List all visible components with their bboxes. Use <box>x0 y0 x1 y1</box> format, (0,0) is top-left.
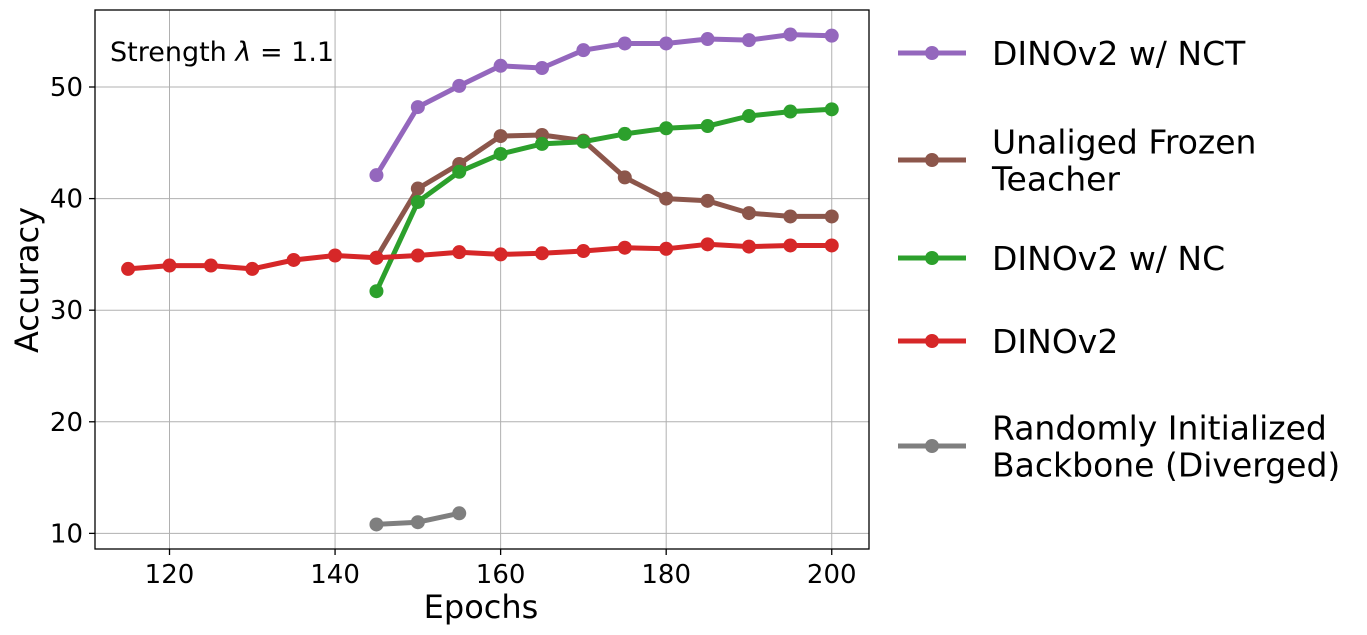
series-line <box>125 241 835 272</box>
y-axis-label: Accuracy <box>8 207 46 353</box>
axis-ticks: 120 140 160 180 200 10 20 30 40 50 <box>50 73 857 590</box>
data-point <box>410 181 425 196</box>
data-point <box>783 104 798 119</box>
series-4 <box>369 506 467 532</box>
data-point <box>410 515 425 530</box>
data-point <box>576 134 591 149</box>
data-point <box>659 36 674 51</box>
y-tick-label: 40 <box>50 185 83 215</box>
x-tick-label: 160 <box>476 560 526 590</box>
data-point <box>369 168 384 183</box>
data-point <box>452 164 467 179</box>
series-3 <box>121 237 839 276</box>
data-point <box>493 58 508 73</box>
legend-label: DINOv2 w/ NCT <box>992 34 1246 73</box>
data-point <box>203 258 218 273</box>
legend-swatch-marker <box>925 334 939 348</box>
data-point <box>783 27 798 42</box>
series-line <box>374 106 835 294</box>
data-point <box>245 261 260 276</box>
data-point <box>410 100 425 115</box>
data-point <box>741 239 756 254</box>
data-point <box>741 109 756 124</box>
legend-swatch-marker <box>925 46 939 60</box>
data-point <box>617 126 632 141</box>
legend-item-1: Unaliged Frozen Teacher <box>898 123 1256 199</box>
y-tick-label: 10 <box>50 519 83 549</box>
data-point <box>576 244 591 259</box>
data-point <box>741 206 756 221</box>
series-line <box>374 32 835 178</box>
data-point <box>452 78 467 93</box>
data-point <box>700 237 715 252</box>
x-tick-label: 180 <box>641 560 691 590</box>
data-point <box>369 517 384 532</box>
y-tick-label: 50 <box>50 73 83 103</box>
data-point <box>410 248 425 263</box>
legend-label: Randomly Initialized Backbone (Diverged) <box>992 409 1340 485</box>
legend-label: DINOv2 w/ NC <box>992 239 1225 278</box>
data-point <box>162 258 177 273</box>
series-layer <box>121 27 839 532</box>
data-point <box>369 284 384 299</box>
legend-item-2: DINOv2 w/ NC <box>898 239 1225 278</box>
data-point <box>824 209 839 224</box>
data-point <box>783 238 798 253</box>
legend-item-4: Randomly Initialized Backbone (Diverged) <box>898 409 1340 485</box>
data-point <box>535 136 550 151</box>
legend: DINOv2 w/ NCT Unaliged Frozen Teacher DINOv… <box>898 34 1340 485</box>
data-point <box>410 194 425 209</box>
data-point <box>121 261 136 276</box>
data-point <box>824 102 839 117</box>
legend-label: DINOv2 <box>992 322 1118 361</box>
data-point <box>493 247 508 262</box>
series-0 <box>369 27 839 183</box>
legend-item-3: DINOv2 <box>898 322 1118 361</box>
data-point <box>700 119 715 134</box>
x-tick-label: 200 <box>807 560 857 590</box>
grid-lines <box>95 10 869 549</box>
data-point <box>617 36 632 51</box>
data-point <box>783 209 798 224</box>
data-point <box>824 28 839 43</box>
data-point <box>452 245 467 260</box>
y-tick-label: 20 <box>50 408 83 438</box>
series-2 <box>369 102 839 299</box>
strength-annotation: Strength λ = 1.1 <box>110 37 334 68</box>
x-tick-label: 140 <box>310 560 360 590</box>
data-point <box>535 246 550 261</box>
legend-swatch-marker <box>925 251 939 265</box>
data-point <box>576 43 591 58</box>
data-point <box>286 252 301 267</box>
data-point <box>493 129 508 144</box>
x-tick-label: 120 <box>145 560 195 590</box>
data-point <box>617 240 632 255</box>
data-point <box>700 32 715 47</box>
data-point <box>452 506 467 521</box>
data-point <box>535 61 550 76</box>
data-point <box>741 33 756 48</box>
x-axis-label: Epochs <box>424 588 539 626</box>
legend-swatch-marker <box>925 153 939 167</box>
data-point <box>617 170 632 185</box>
data-point <box>659 121 674 136</box>
plot-frame <box>94 9 870 550</box>
data-point <box>824 238 839 253</box>
series-line <box>374 132 835 261</box>
legend-label: Unaliged Frozen Teacher <box>991 123 1256 199</box>
y-tick-label: 30 <box>50 296 83 326</box>
data-point <box>700 193 715 208</box>
data-point <box>369 250 384 265</box>
legend-swatch-marker <box>925 439 939 453</box>
data-point <box>659 241 674 256</box>
legend-item-0: DINOv2 w/ NCT <box>898 34 1246 73</box>
data-point <box>659 191 674 206</box>
data-point <box>328 248 343 263</box>
data-point <box>493 146 508 161</box>
